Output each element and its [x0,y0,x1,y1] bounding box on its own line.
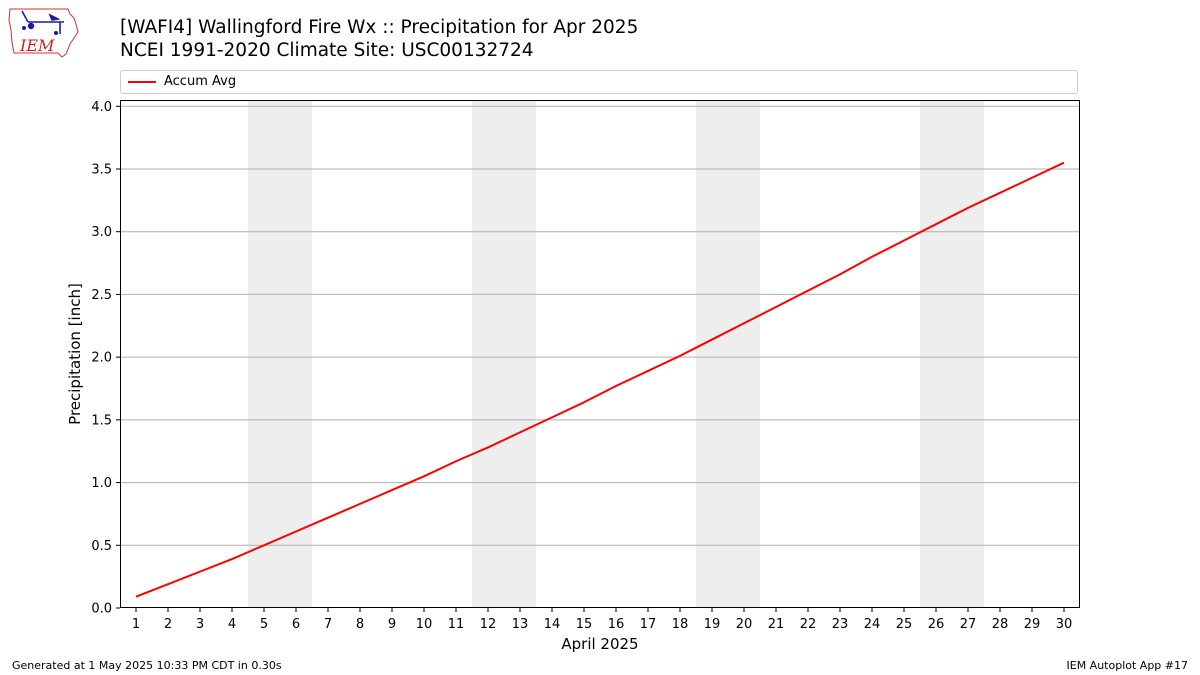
y-tick-label: 2.0 [91,351,112,366]
weather-station-icon [21,10,64,35]
weekend-band [472,100,536,608]
weekend-band [920,100,984,608]
x-tick-label: 5 [260,617,268,632]
x-tick-label: 12 [480,617,497,632]
y-tick-label: 2.5 [91,288,112,303]
y-tick-label: 3.0 [91,225,112,240]
iem-logo: IEM [8,8,79,58]
logo-text: IEM [19,36,55,55]
y-tick-label: 1.0 [91,476,112,491]
x-tick-label: 6 [292,617,300,632]
iowa-outline [8,8,79,58]
x-axis-label: April 2025 [561,635,638,653]
x-tick-label: 28 [992,617,1009,632]
x-tick-label: 10 [416,617,433,632]
chart-title: [WAFI4] Wallingford Fire Wx :: Precipita… [120,17,639,38]
weekend-band [696,100,760,608]
x-tick-label: 13 [512,617,529,632]
footer-app: IEM Autoplot App #17 [1066,659,1189,672]
series-line-accum-avg [135,161,1065,598]
x-tick-label: 8 [356,617,364,632]
x-tick-label: 20 [736,617,753,632]
x-tick-label: 17 [640,617,657,632]
x-tick-label: 22 [800,617,817,632]
footer-generated: Generated at 1 May 2025 10:33 PM CDT in … [12,659,282,672]
x-tick-label: 7 [324,617,332,632]
y-tick-label: 0.0 [91,602,112,617]
x-tick-label: 3 [196,617,204,632]
y-tick-label: 3.5 [91,162,112,177]
x-tick-label: 9 [388,617,396,632]
legend-line-swatch [128,81,156,83]
x-tick-label: 19 [704,617,721,632]
x-tick-label: 27 [960,617,977,632]
x-tick-label: 14 [544,617,561,632]
x-tick-label: 16 [608,617,625,632]
x-tick-label: 2 [164,617,172,632]
y-tick-label: 4.0 [91,100,112,115]
y-tick-label: 1.5 [91,413,112,428]
x-tick-label: 21 [768,617,785,632]
x-tick-label: 29 [1024,617,1041,632]
x-tick-label: 11 [448,617,465,632]
x-tick-label: 18 [672,617,689,632]
y-axis-label: Precipitation [inch] [66,283,84,425]
x-tick-label: 24 [864,617,881,632]
x-tick-label: 4 [228,617,236,632]
x-tick-label: 23 [832,617,849,632]
legend: Accum Avg [120,70,1078,94]
x-tick-label: 15 [576,617,593,632]
x-tick-label: 30 [1056,617,1073,632]
x-tick-label: 26 [928,617,945,632]
chart-subtitle: NCEI 1991-2020 Climate Site: USC00132724 [120,40,534,61]
plot-frame [120,100,1080,608]
weekend-band [248,100,312,608]
x-tick-label: 1 [132,617,140,632]
x-tick-label: 25 [896,617,913,632]
y-tick-label: 0.5 [91,539,112,554]
legend-label: Accum Avg [164,74,237,89]
